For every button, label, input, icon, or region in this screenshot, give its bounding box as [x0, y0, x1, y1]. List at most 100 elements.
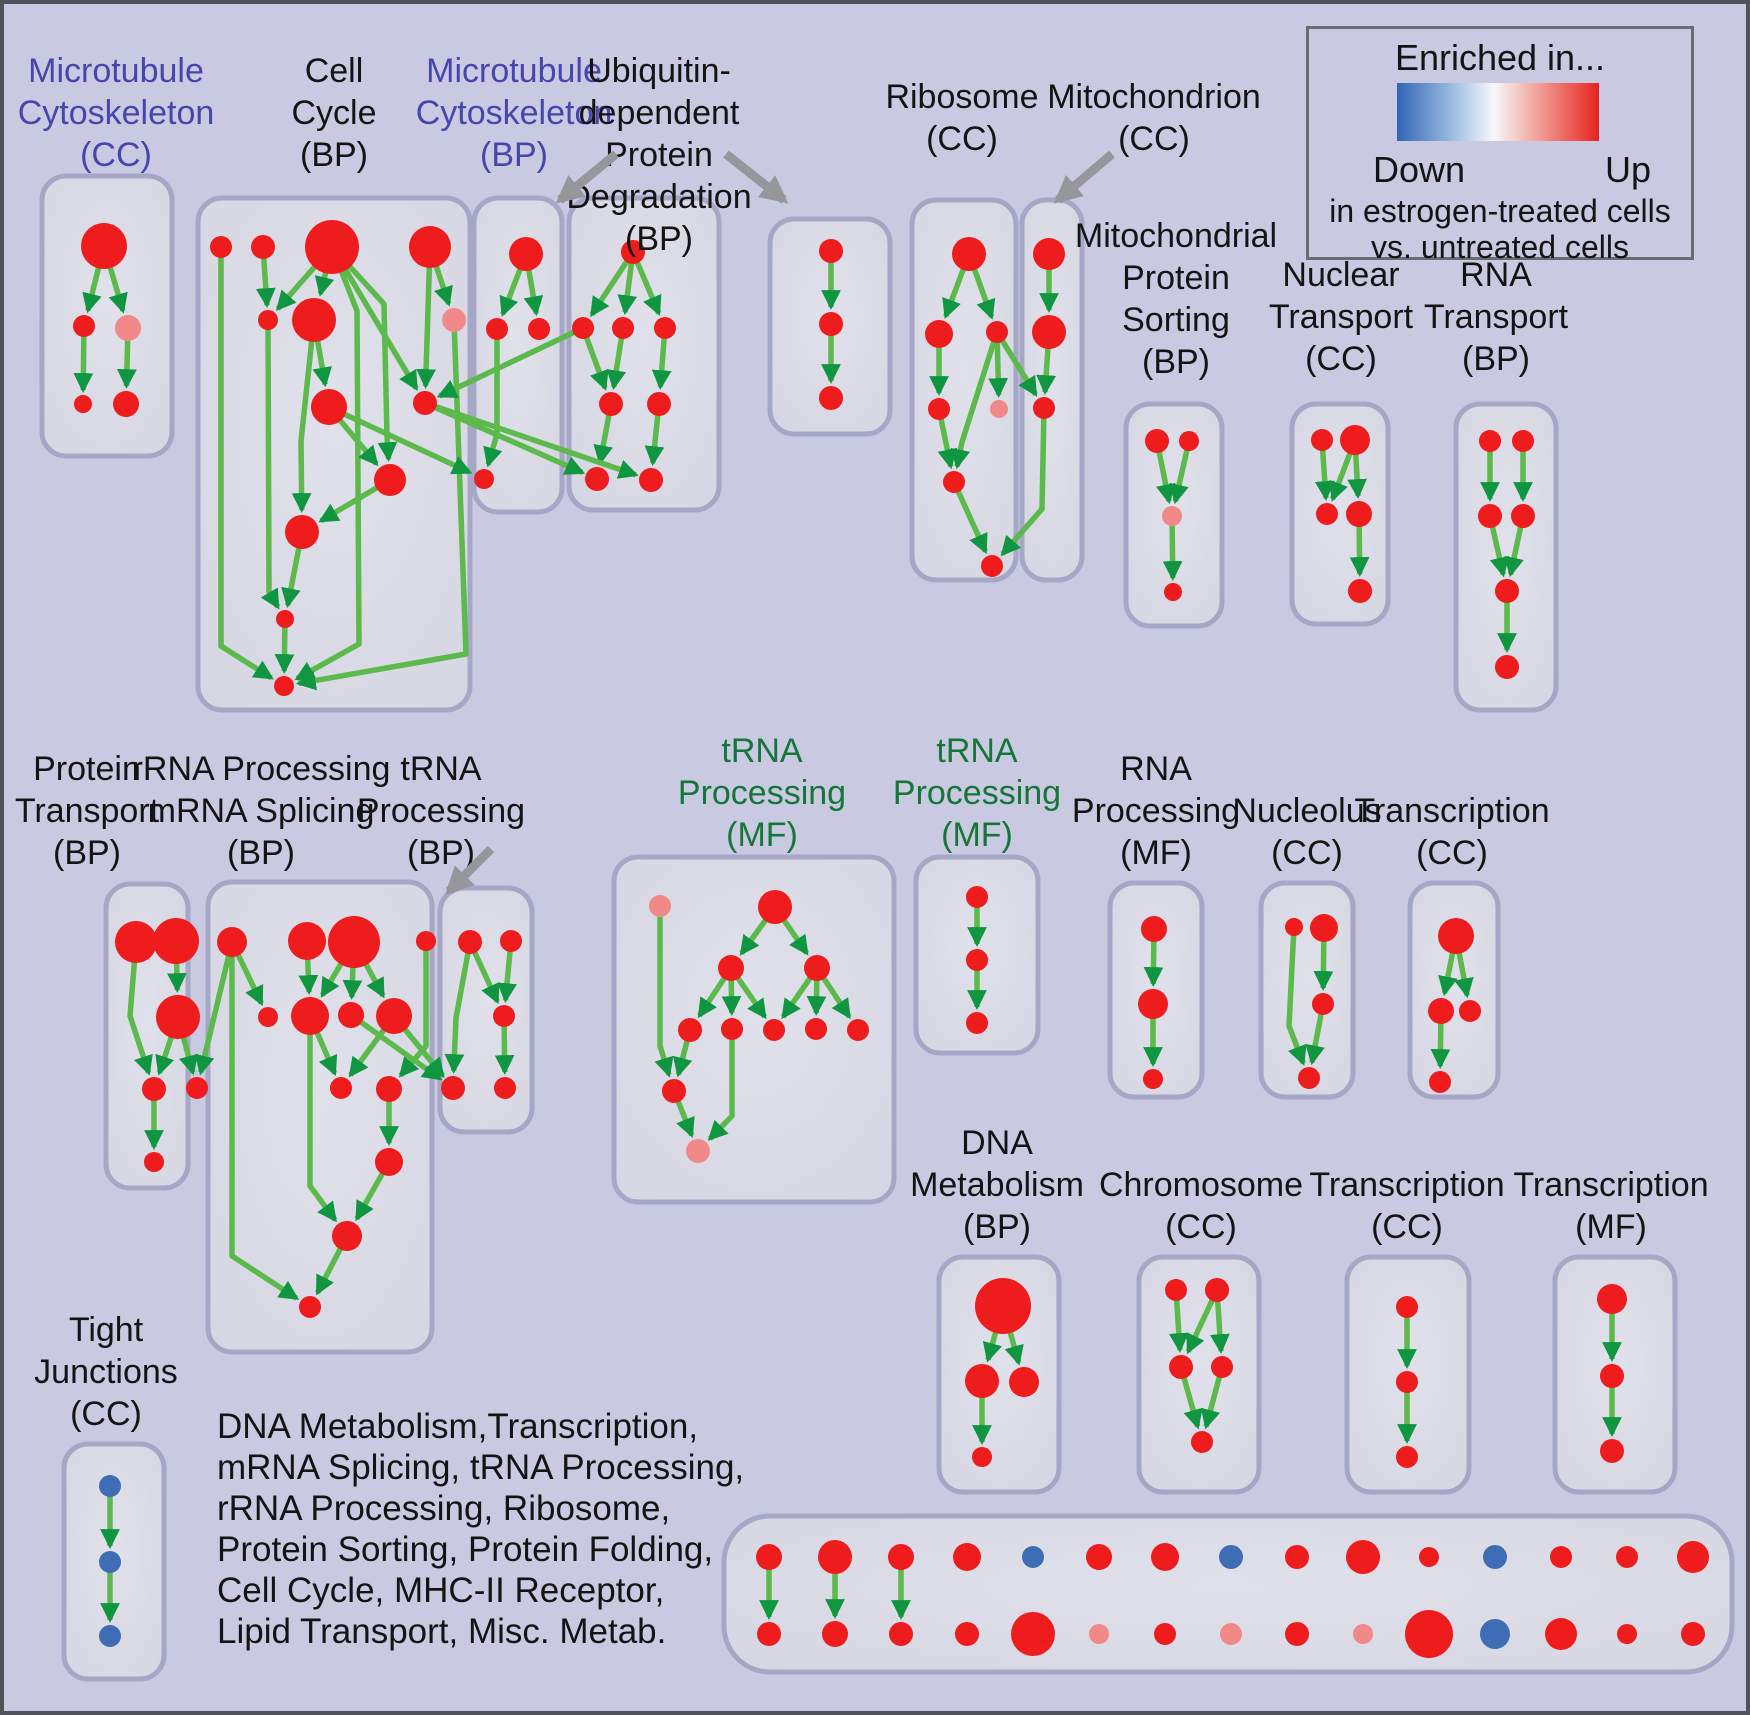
go-term-node[interactable]	[1009, 1367, 1039, 1397]
go-term-node[interactable]	[305, 220, 359, 274]
go-term-node[interactable]	[1483, 1545, 1507, 1569]
go-term-node[interactable]	[413, 391, 437, 415]
go-term-node[interactable]	[528, 318, 550, 340]
go-term-node[interactable]	[1495, 655, 1519, 679]
go-term-node[interactable]	[474, 469, 494, 489]
go-term-node[interactable]	[1340, 425, 1370, 455]
go-term-node[interactable]	[952, 237, 986, 271]
go-term-node[interactable]	[678, 1018, 702, 1042]
go-term-node[interactable]	[1086, 1544, 1112, 1570]
go-term-node[interactable]	[338, 1002, 364, 1028]
go-term-node[interactable]	[494, 1077, 516, 1099]
go-term-node[interactable]	[1298, 1067, 1320, 1089]
go-term-node[interactable]	[819, 386, 843, 410]
go-term-node[interactable]	[210, 236, 232, 258]
go-term-node[interactable]	[889, 1622, 913, 1646]
go-term-node[interactable]	[1285, 918, 1303, 936]
go-term-node[interactable]	[819, 312, 843, 336]
go-term-node[interactable]	[1479, 430, 1501, 452]
go-term-node[interactable]	[1143, 1069, 1163, 1089]
go-term-node[interactable]	[847, 1019, 869, 1041]
go-term-node[interactable]	[1211, 1356, 1233, 1378]
go-term-node[interactable]	[1179, 431, 1199, 451]
go-term-node[interactable]	[819, 239, 843, 263]
go-term-node[interactable]	[1165, 1279, 1187, 1301]
go-term-node[interactable]	[1597, 1284, 1627, 1314]
go-term-node[interactable]	[805, 1018, 827, 1040]
go-term-node[interactable]	[721, 1018, 743, 1040]
go-term-node[interactable]	[585, 467, 609, 491]
go-term-node[interactable]	[1512, 430, 1534, 452]
go-term-node[interactable]	[1011, 1612, 1055, 1656]
go-term-node[interactable]	[330, 1077, 352, 1099]
go-term-node[interactable]	[1600, 1364, 1624, 1388]
go-term-node[interactable]	[1311, 429, 1333, 451]
go-term-node[interactable]	[1312, 993, 1334, 1015]
go-term-node[interactable]	[1419, 1547, 1439, 1567]
go-term-node[interactable]	[274, 676, 294, 696]
go-term-node[interactable]	[285, 515, 319, 549]
go-term-node[interactable]	[975, 1278, 1031, 1334]
go-term-node[interactable]	[1141, 916, 1167, 942]
go-term-node[interactable]	[409, 226, 451, 268]
go-term-node[interactable]	[955, 1622, 979, 1646]
go-term-node[interactable]	[99, 1625, 121, 1647]
go-term-node[interactable]	[1162, 506, 1182, 526]
go-term-node[interactable]	[458, 930, 482, 954]
go-term-node[interactable]	[500, 930, 522, 952]
go-term-node[interactable]	[1164, 583, 1182, 601]
go-term-node[interactable]	[291, 997, 329, 1035]
go-term-node[interactable]	[258, 310, 278, 330]
go-term-node[interactable]	[376, 998, 412, 1034]
go-term-node[interactable]	[1316, 503, 1338, 525]
go-term-node[interactable]	[925, 320, 953, 348]
go-term-node[interactable]	[758, 890, 792, 924]
go-term-node[interactable]	[943, 471, 965, 493]
go-term-node[interactable]	[756, 1544, 782, 1570]
go-term-node[interactable]	[965, 1364, 999, 1398]
go-term-node[interactable]	[115, 315, 141, 341]
go-term-node[interactable]	[639, 468, 663, 492]
go-term-node[interactable]	[1600, 1439, 1624, 1463]
go-term-node[interactable]	[1459, 1000, 1481, 1022]
go-term-node[interactable]	[621, 240, 645, 264]
go-term-node[interactable]	[1511, 504, 1535, 528]
go-term-node[interactable]	[99, 1475, 121, 1497]
go-term-node[interactable]	[818, 1540, 852, 1574]
go-term-node[interactable]	[113, 391, 139, 417]
go-term-node[interactable]	[662, 1079, 686, 1103]
go-term-node[interactable]	[99, 1551, 121, 1573]
go-term-node[interactable]	[1428, 998, 1454, 1024]
go-term-node[interactable]	[763, 1019, 785, 1041]
go-term-node[interactable]	[442, 308, 466, 332]
go-term-node[interactable]	[966, 1012, 988, 1034]
go-term-node[interactable]	[1438, 918, 1474, 954]
go-term-node[interactable]	[1219, 1545, 1243, 1569]
go-term-node[interactable]	[328, 916, 380, 968]
go-term-node[interactable]	[1022, 1546, 1044, 1568]
go-term-node[interactable]	[599, 392, 623, 416]
go-term-node[interactable]	[1681, 1622, 1705, 1646]
go-term-node[interactable]	[966, 886, 988, 908]
go-term-node[interactable]	[1169, 1355, 1193, 1379]
go-term-node[interactable]	[258, 1007, 278, 1027]
go-term-node[interactable]	[654, 317, 676, 339]
go-term-node[interactable]	[493, 1005, 515, 1027]
go-term-node[interactable]	[1151, 1543, 1179, 1571]
go-term-node[interactable]	[1310, 914, 1338, 942]
go-term-node[interactable]	[311, 389, 347, 425]
go-term-node[interactable]	[1677, 1541, 1709, 1573]
go-term-node[interactable]	[928, 398, 950, 420]
go-term-node[interactable]	[1348, 579, 1372, 603]
go-term-node[interactable]	[416, 931, 436, 951]
go-term-node[interactable]	[1154, 1623, 1176, 1645]
go-term-node[interactable]	[1205, 1278, 1229, 1302]
go-term-node[interactable]	[966, 949, 988, 971]
go-term-node[interactable]	[647, 392, 671, 416]
go-term-node[interactable]	[822, 1621, 848, 1647]
go-term-node[interactable]	[572, 317, 594, 339]
go-term-node[interactable]	[1480, 1619, 1510, 1649]
go-term-node[interactable]	[888, 1544, 914, 1570]
go-term-node[interactable]	[509, 237, 543, 271]
go-term-node[interactable]	[1478, 504, 1502, 528]
